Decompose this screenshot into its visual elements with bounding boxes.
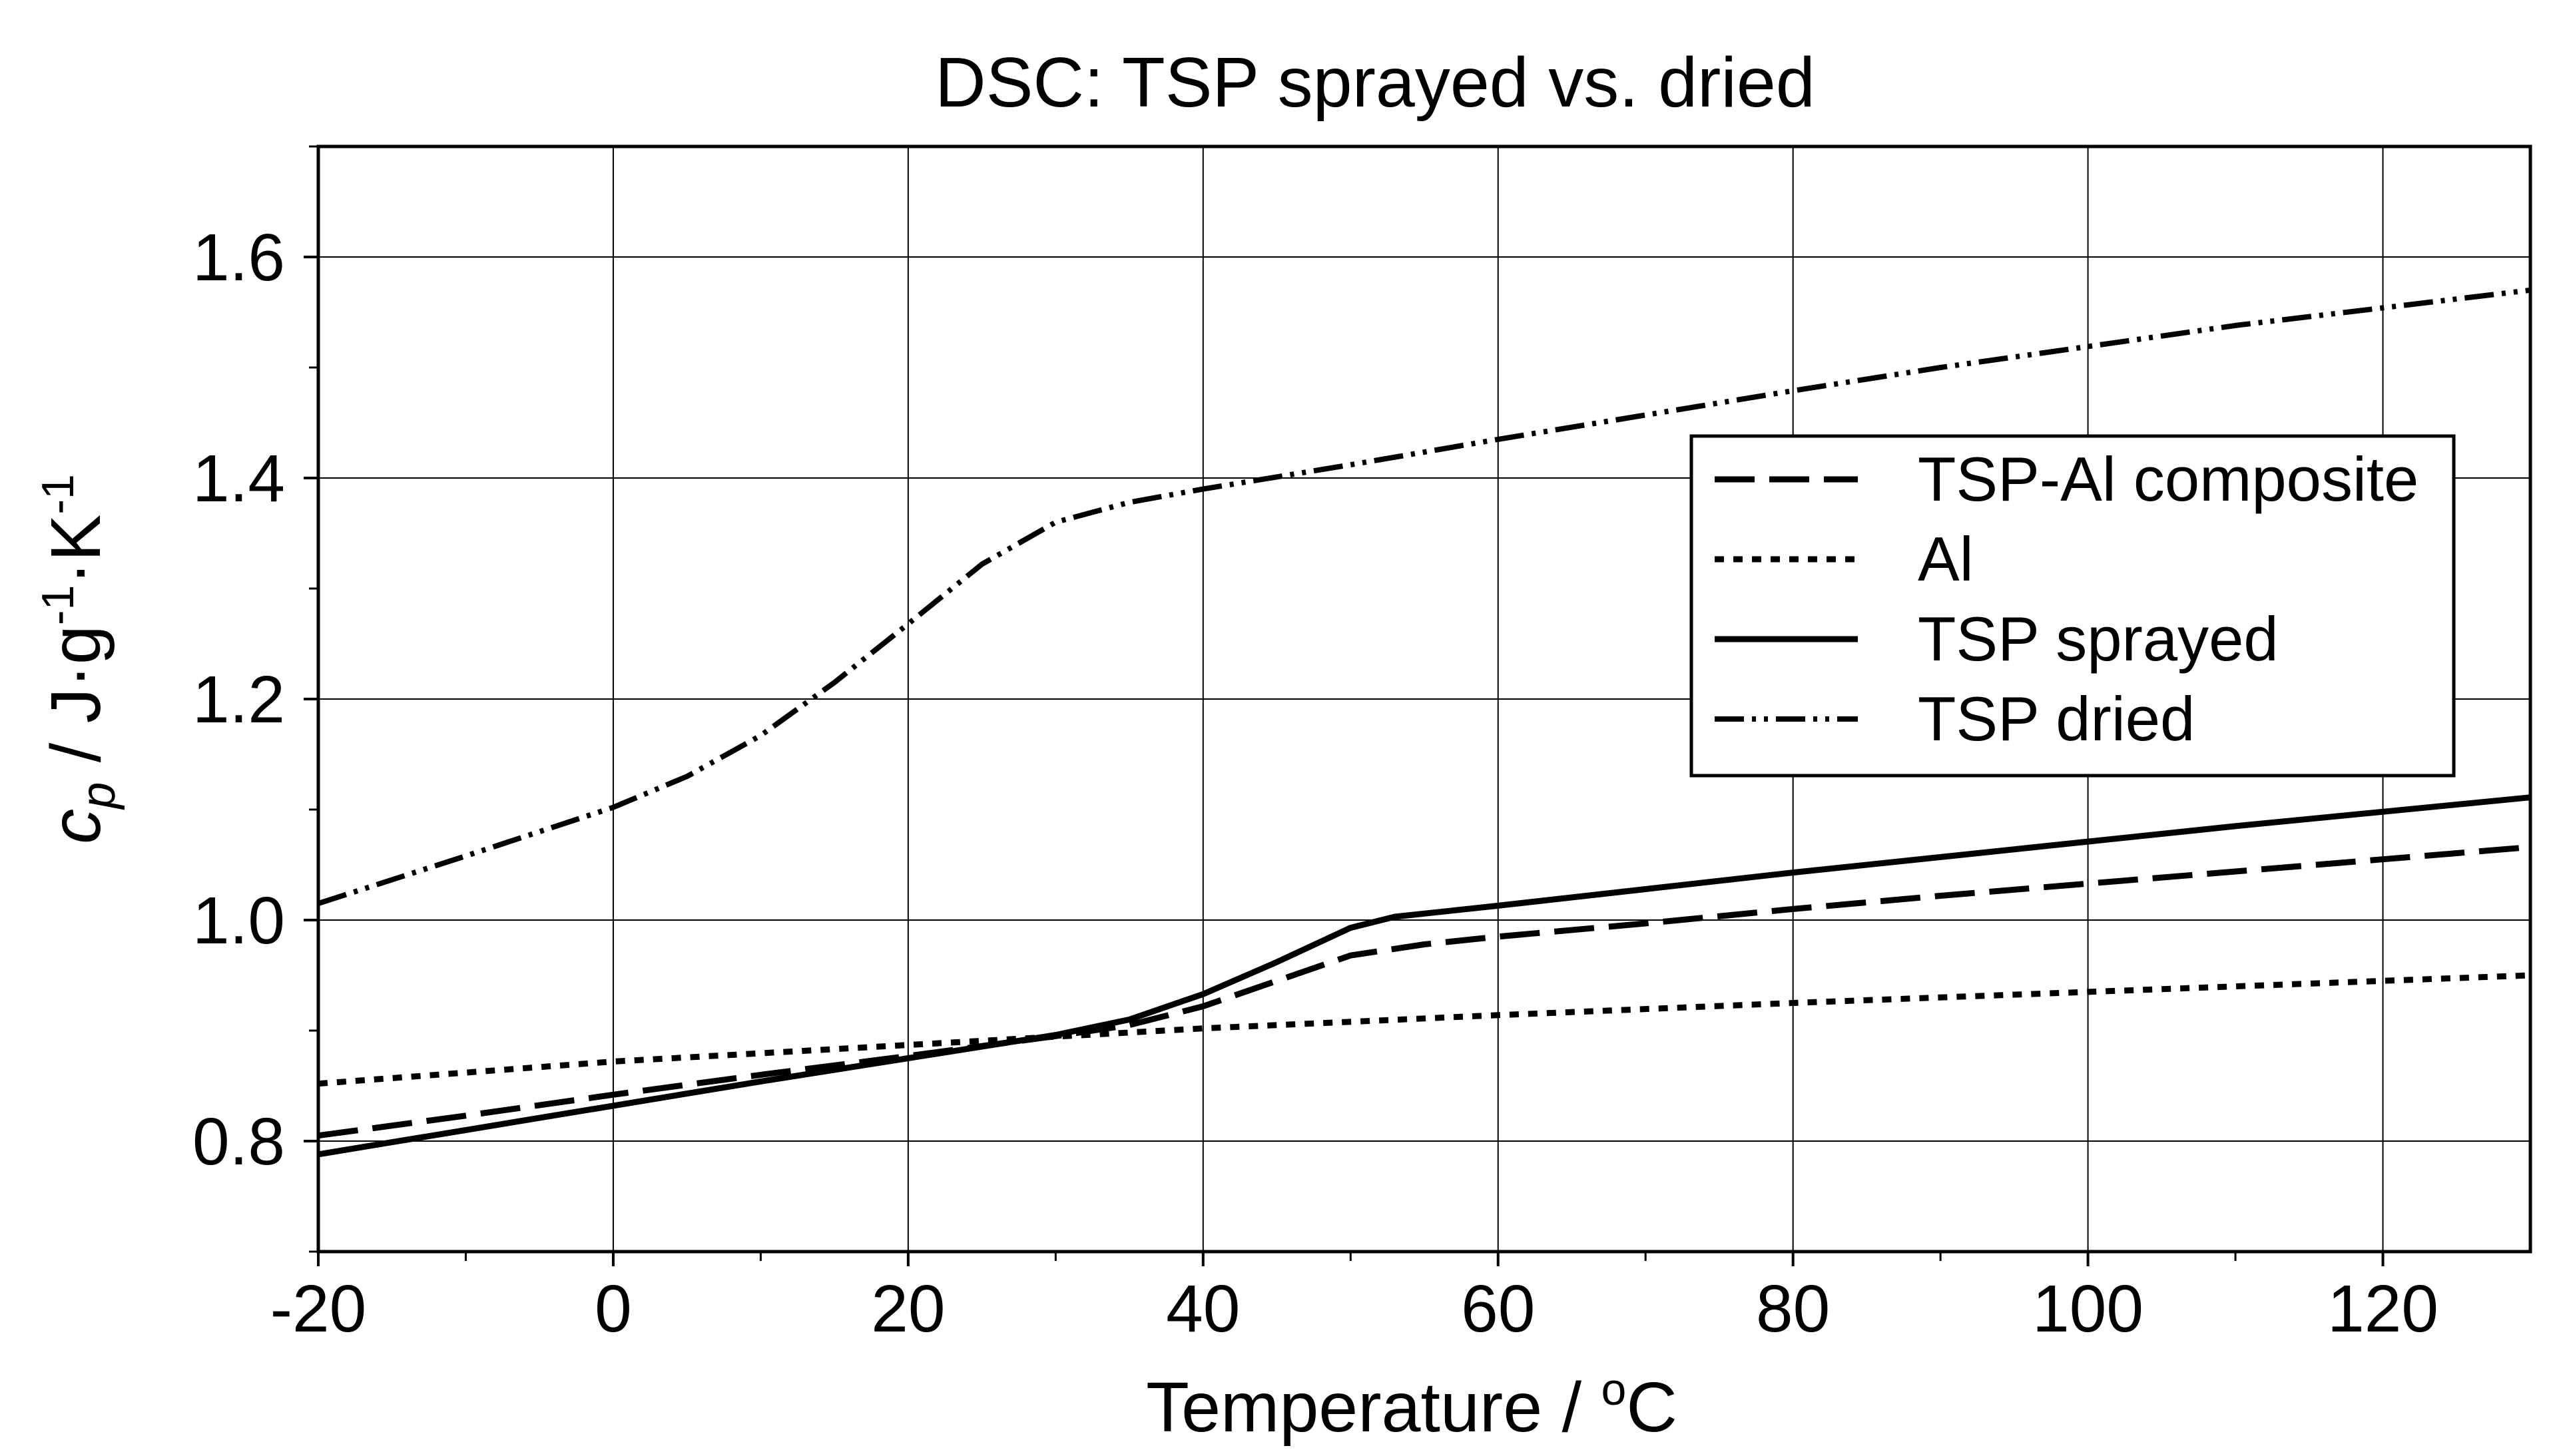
x-tick-label: 0 [595, 1272, 632, 1346]
series-line-tsp-al-composite [318, 844, 2531, 1139]
series-line-tsp-dried [317, 287, 2531, 906]
series-lines [317, 287, 2531, 1158]
legend-label-tsp-dried: TSP dried [1918, 684, 2195, 754]
series-line-tsp-sprayed [318, 794, 2531, 1158]
legend-box [1689, 434, 2456, 778]
x-tick-label: 40 [1166, 1272, 1240, 1346]
x-axis-label-unit: C [1626, 1368, 1677, 1447]
y-axis-label-c: c [37, 809, 115, 844]
series-line-al [318, 972, 2531, 1087]
legend-label-tsp-sprayed: TSP sprayed [1918, 604, 2279, 674]
y-axis-label: cp / J·g-1·K-1 [33, 474, 125, 844]
x-tick-label: 20 [871, 1272, 945, 1346]
x-tick-label: -20 [270, 1272, 367, 1346]
y-tick-label: 1.4 [192, 441, 285, 516]
y-axis-label-kelvin: ·K [37, 515, 115, 585]
y-axis-label-p: p [72, 782, 125, 810]
y-tick-label: 1.0 [192, 883, 285, 958]
x-tick-label: 60 [1461, 1272, 1535, 1346]
y-tick-label: 1.6 [192, 220, 285, 295]
x-tick-label: 120 [2327, 1272, 2438, 1346]
axis-ticks: -20 0 20 40 60 80 100 120 0.8 1.0 1.2 1.4 1.6 [192, 145, 2438, 1346]
x-axis-label-text: Temperature / [1146, 1368, 1601, 1447]
x-tick-label: 80 [1756, 1272, 1830, 1346]
x-axis-label: Temperature / oC [1146, 1364, 1677, 1447]
y-axis-label-units: / J·g [37, 625, 115, 782]
y-axis-label-exp1: -1 [33, 585, 83, 625]
x-axis-label-degree: o [1601, 1364, 1627, 1415]
y-tick-label: 0.8 [192, 1104, 285, 1179]
chart-title: DSC: TSP sprayed vs. dried [935, 43, 1815, 122]
legend-label-al: Al [1918, 524, 1974, 594]
legend-label-tsp-al-composite: TSP-Al composite [1918, 444, 2419, 514]
y-axis-label-exp2: -1 [33, 474, 83, 514]
y-tick-label: 1.2 [192, 662, 285, 737]
x-tick-label: 100 [2032, 1272, 2143, 1346]
legend: TSP-Al composite Al TSP sprayed TSP dried [1689, 434, 2456, 778]
